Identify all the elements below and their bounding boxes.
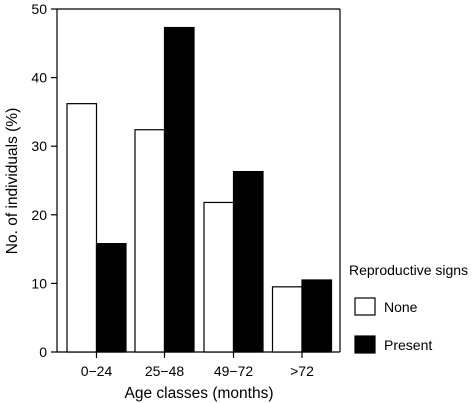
y-tick-label: 20 (31, 207, 47, 223)
x-tick-label: 0−24 (81, 363, 113, 379)
y-tick-label: 30 (31, 138, 47, 154)
x-tick-label: >72 (290, 363, 314, 379)
bar-present-2 (163, 26, 195, 353)
legend: Reproductive signs None Present (349, 262, 468, 354)
x-axis-title: Age classes (months) (124, 385, 273, 402)
legend-swatch-present (354, 335, 376, 354)
bar-none-3 (203, 201, 235, 353)
bar-none-1 (66, 103, 98, 353)
y-tick-label: 10 (31, 275, 47, 291)
y-axis-ticks: 0 10 20 30 40 50 (31, 1, 57, 360)
bar-present-4 (301, 279, 333, 353)
y-tick-label: 0 (39, 344, 47, 360)
y-tick-label: 50 (31, 1, 47, 17)
bar-none-4 (271, 286, 303, 353)
bar-none-2 (134, 129, 166, 353)
bars (66, 26, 333, 353)
legend-title: Reproductive signs (349, 262, 468, 278)
legend-label-none: None (384, 299, 418, 315)
bar-present-3 (232, 170, 264, 353)
y-tick-label: 40 (31, 70, 47, 86)
x-tick-label: 49−72 (214, 363, 254, 379)
legend-swatch-none (354, 297, 376, 316)
x-tick-label: 25−48 (145, 363, 185, 379)
y-axis-title: No. of individuals (%) (4, 108, 21, 254)
x-axis-ticks: 0−24 25−48 49−72 >72 (81, 352, 314, 379)
legend-label-present: Present (384, 337, 432, 353)
bar-present-1 (95, 243, 127, 353)
